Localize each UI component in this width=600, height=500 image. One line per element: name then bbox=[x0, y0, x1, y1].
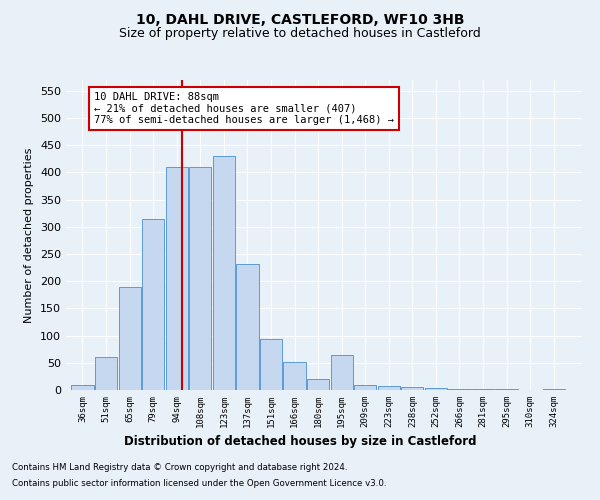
Text: Contains public sector information licensed under the Open Government Licence v3: Contains public sector information licen… bbox=[12, 478, 386, 488]
Bar bbox=[142, 218, 164, 390]
Bar bbox=[377, 386, 400, 390]
Bar bbox=[542, 389, 565, 390]
Bar bbox=[166, 167, 188, 390]
Bar bbox=[283, 362, 305, 390]
Bar bbox=[213, 156, 235, 390]
Bar bbox=[189, 167, 211, 390]
Text: Contains HM Land Registry data © Crown copyright and database right 2024.: Contains HM Land Registry data © Crown c… bbox=[12, 464, 347, 472]
Text: 10 DAHL DRIVE: 88sqm
← 21% of detached houses are smaller (407)
77% of semi-deta: 10 DAHL DRIVE: 88sqm ← 21% of detached h… bbox=[94, 92, 394, 125]
Bar bbox=[260, 340, 282, 390]
Bar bbox=[401, 388, 424, 390]
Y-axis label: Number of detached properties: Number of detached properties bbox=[25, 148, 34, 322]
Bar bbox=[354, 384, 376, 390]
Bar bbox=[95, 358, 117, 390]
Bar bbox=[425, 388, 447, 390]
Bar bbox=[71, 384, 94, 390]
Bar bbox=[331, 354, 353, 390]
Bar bbox=[119, 286, 141, 390]
Text: Size of property relative to detached houses in Castleford: Size of property relative to detached ho… bbox=[119, 28, 481, 40]
Text: 10, DAHL DRIVE, CASTLEFORD, WF10 3HB: 10, DAHL DRIVE, CASTLEFORD, WF10 3HB bbox=[136, 12, 464, 26]
Text: Distribution of detached houses by size in Castleford: Distribution of detached houses by size … bbox=[124, 435, 476, 448]
Bar bbox=[236, 264, 259, 390]
Bar bbox=[307, 379, 329, 390]
